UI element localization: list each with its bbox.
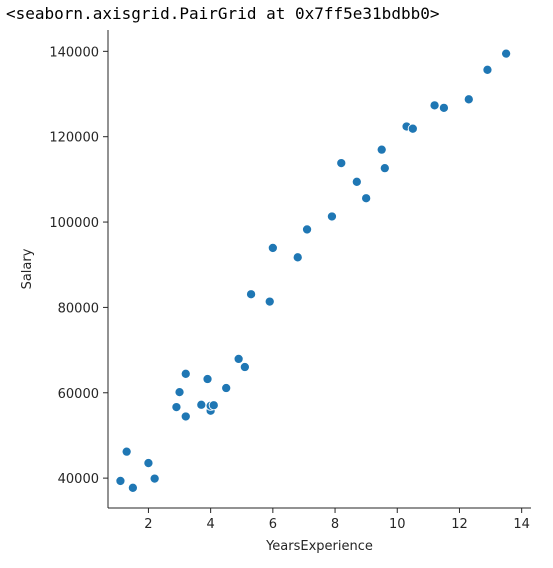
data-point <box>121 446 132 457</box>
data-point <box>171 402 182 413</box>
data-point <box>239 361 250 373</box>
data-point <box>336 158 347 169</box>
data-point <box>143 458 154 469</box>
y-tick-label: 140000 <box>49 45 99 60</box>
data-point <box>326 211 337 222</box>
x-tick-label: 10 <box>389 517 406 532</box>
y-axis-label: Salary <box>20 248 35 289</box>
x-tick-label: 2 <box>144 517 152 532</box>
data-point <box>376 144 387 155</box>
output-repr-text: <seaborn.axisgrid.PairGrid at 0x7ff5e31b… <box>6 4 440 23</box>
data-point <box>264 296 275 307</box>
data-point <box>361 193 372 204</box>
data-point <box>174 387 185 398</box>
x-tick-label: 14 <box>513 517 530 532</box>
data-point <box>246 289 257 300</box>
y-tick-label: 40000 <box>58 472 99 487</box>
data-points <box>115 48 512 493</box>
x-axis-label: YearsExperience <box>265 539 373 554</box>
data-point <box>221 382 232 394</box>
x-tick-label: 4 <box>206 517 214 532</box>
axes: 2 4 6 8 10 12 14 40000 60000 80000 100000 120000 140… <box>49 30 531 532</box>
data-point <box>180 368 191 379</box>
data-point <box>267 242 278 253</box>
data-point <box>482 64 493 75</box>
data-point <box>438 102 449 113</box>
x-tick-label: 6 <box>269 517 277 532</box>
data-point <box>127 482 138 493</box>
y-tick-label: 120000 <box>49 131 99 146</box>
data-point <box>407 123 418 134</box>
y-tick-label: 60000 <box>58 387 99 402</box>
data-point <box>202 373 213 385</box>
data-point <box>208 400 219 411</box>
data-point <box>115 475 126 486</box>
data-point <box>149 473 160 484</box>
data-point <box>379 163 390 174</box>
x-tick-label: 12 <box>451 517 468 532</box>
y-tick-label: 80000 <box>58 301 99 316</box>
x-tick-label: 8 <box>331 517 339 532</box>
data-point <box>351 176 362 187</box>
data-point <box>180 411 191 422</box>
y-tick-label: 100000 <box>49 216 99 231</box>
data-point <box>429 100 440 111</box>
data-point <box>302 224 313 235</box>
data-point <box>196 399 207 410</box>
data-point <box>463 94 474 105</box>
data-point <box>292 252 303 263</box>
data-point <box>501 48 512 59</box>
data-point <box>233 353 244 364</box>
